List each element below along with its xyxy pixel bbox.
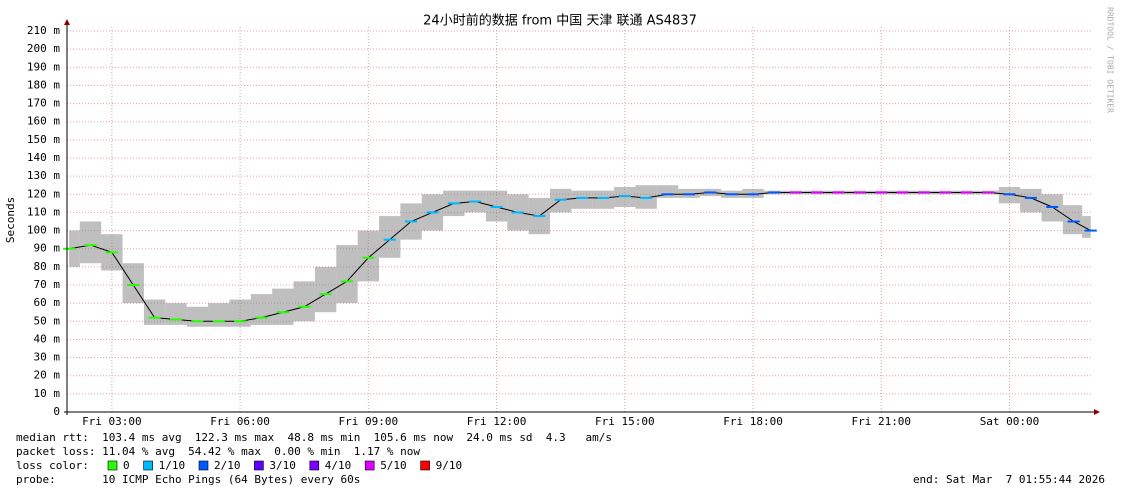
legend-swatch [198, 460, 209, 471]
legend-swatch [309, 460, 320, 471]
smoke [272, 288, 294, 325]
smoke [357, 230, 380, 282]
loss-legend-label: loss color: [16, 459, 89, 472]
legend-label: 5/10 [380, 459, 407, 472]
smoke [1082, 216, 1091, 238]
y-tick-label: 0 [53, 405, 60, 418]
x-tick-label: Fri 06:00 [210, 415, 270, 428]
y-tick-label: 90 m [34, 242, 61, 255]
y-tick-label: 110 m [27, 205, 60, 218]
smoke [293, 281, 315, 322]
y-tick-label: 180 m [27, 78, 60, 91]
smoke [229, 299, 251, 327]
x-tick-label: Fri 15:00 [595, 415, 655, 428]
x-tick-label: Fri 03:00 [82, 415, 142, 428]
x-tick-label: Fri 12:00 [467, 415, 527, 428]
stats-line: packet loss: 11.04 % avg 54.42 % max 0.0… [16, 445, 420, 458]
smoke [143, 299, 166, 325]
y-tick-label: 210 m [27, 24, 60, 37]
chart-title: 24小时前的数据 from 中国 天津 联通 AS4837 [423, 13, 697, 29]
probe-line: probe: 10 ICMP Echo Pings (64 Bytes) eve… [16, 473, 360, 486]
x-tick-label: Fri 09:00 [339, 415, 399, 428]
y-tick-label: 160 m [27, 115, 60, 128]
y-tick-label: 50 m [34, 314, 61, 327]
smoke [336, 245, 358, 304]
end-time: end: Sat Mar 7 01:55:44 2026 [913, 473, 1105, 486]
y-tick-label: 70 m [34, 278, 61, 291]
y-tick-label: 80 m [34, 260, 61, 273]
smoke [1020, 188, 1042, 213]
x-tick-label: Sat 00:00 [980, 415, 1040, 428]
legend-swatch [143, 460, 153, 471]
legend-label: 2/10 [214, 459, 241, 472]
legend-label: 4/10 [325, 459, 352, 472]
y-tick-label: 130 m [27, 169, 60, 182]
smoke [208, 303, 230, 327]
legend-swatch [107, 460, 118, 471]
axis-arrow [64, 19, 70, 25]
y-axis-label: Seconds [4, 197, 17, 243]
y-tick-label: 140 m [27, 151, 60, 164]
y-tick-label: 100 m [27, 224, 60, 237]
smoke [379, 216, 401, 258]
smoke [314, 266, 337, 313]
legend-label: 3/10 [269, 459, 296, 472]
smoke [592, 190, 615, 209]
smoke [250, 294, 273, 325]
y-tick-label: 20 m [34, 369, 61, 382]
smoke [571, 190, 593, 209]
y-tick-label: 10 m [34, 387, 61, 400]
legend-swatch [364, 460, 375, 471]
legend-swatch [254, 460, 264, 471]
x-tick-label: Fri 21:00 [851, 415, 911, 428]
y-tick-label: 170 m [27, 97, 60, 110]
stats-line: median rtt: 103.4 ms avg 122.3 ms max 48… [16, 431, 612, 444]
smoke [165, 303, 187, 325]
y-tick-label: 40 m [34, 332, 61, 345]
watermark: RRDTOOL / TOBI OETIKER [1106, 7, 1115, 113]
x-tick-label: Fri 18:00 [723, 415, 783, 428]
axis-arrow [1094, 409, 1100, 415]
legend-swatch [420, 460, 430, 471]
smoke [1062, 205, 1083, 235]
smoke [79, 221, 102, 264]
y-tick-label: 60 m [34, 296, 61, 309]
y-tick-label: 150 m [27, 133, 60, 146]
y-tick-label: 190 m [27, 60, 60, 73]
legend-label: 9/10 [436, 459, 463, 472]
smoke [186, 306, 209, 327]
y-tick-label: 30 m [34, 351, 61, 364]
legend-label: 0 [123, 459, 130, 472]
y-tick-label: 200 m [27, 42, 60, 55]
legend-label: 1/10 [159, 459, 186, 472]
y-tick-label: 120 m [27, 187, 60, 200]
